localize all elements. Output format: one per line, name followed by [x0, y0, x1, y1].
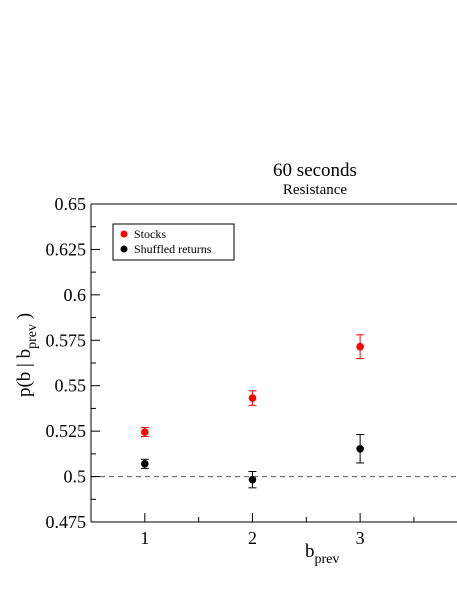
- axes: 0.475 0.5 0.525 0.55 0.575 0.6 0.625 0.65 1 2 3: [46, 194, 457, 548]
- y-tick-label: 0.525: [46, 421, 87, 441]
- x-tick-label: 2: [248, 528, 257, 548]
- data-marks: [140, 334, 365, 489]
- y-tick-label: 0.65: [55, 194, 87, 214]
- x-tick-label: 1: [140, 528, 149, 548]
- y-tick-label: 0.475: [46, 512, 87, 532]
- legend-label-stocks: Stocks: [134, 227, 166, 241]
- data-point: [356, 444, 364, 453]
- y-tick-label: 0.5: [64, 467, 87, 487]
- chart-subtitle: Resistance: [283, 182, 347, 198]
- legend: Stocks Shuffled returns: [112, 223, 235, 261]
- data-point: [356, 342, 364, 351]
- y-axis-label-close: ): [14, 313, 35, 324]
- y-tick-label: 0.575: [46, 330, 87, 350]
- y-tick-label: 0.55: [55, 376, 87, 396]
- legend-marker-shuffled-returns: [120, 245, 128, 253]
- data-point: [141, 428, 149, 436]
- data-point: [248, 475, 257, 484]
- y-tick-label: 0.6: [64, 285, 87, 305]
- legend-box: [112, 223, 235, 261]
- legend-marker-stocks: [120, 230, 128, 238]
- y-axis-label-main: p(b | b: [14, 349, 35, 397]
- x-axis-label-sub: prev: [315, 552, 340, 567]
- y-axis-label-sub: prev: [25, 324, 40, 349]
- y-axis-label: p(b | bprev ): [14, 313, 40, 397]
- chart-title: 60 seconds: [273, 160, 357, 181]
- x-axis-label-main: b: [305, 541, 315, 562]
- data-point: [141, 460, 149, 468]
- data-point: [248, 394, 257, 402]
- y-tick-label: 0.625: [46, 239, 87, 259]
- x-tick-label: 3: [356, 528, 365, 548]
- x-axis-label: bprev: [305, 541, 339, 567]
- legend-label-shuffled-returns: Shuffled returns: [134, 242, 212, 256]
